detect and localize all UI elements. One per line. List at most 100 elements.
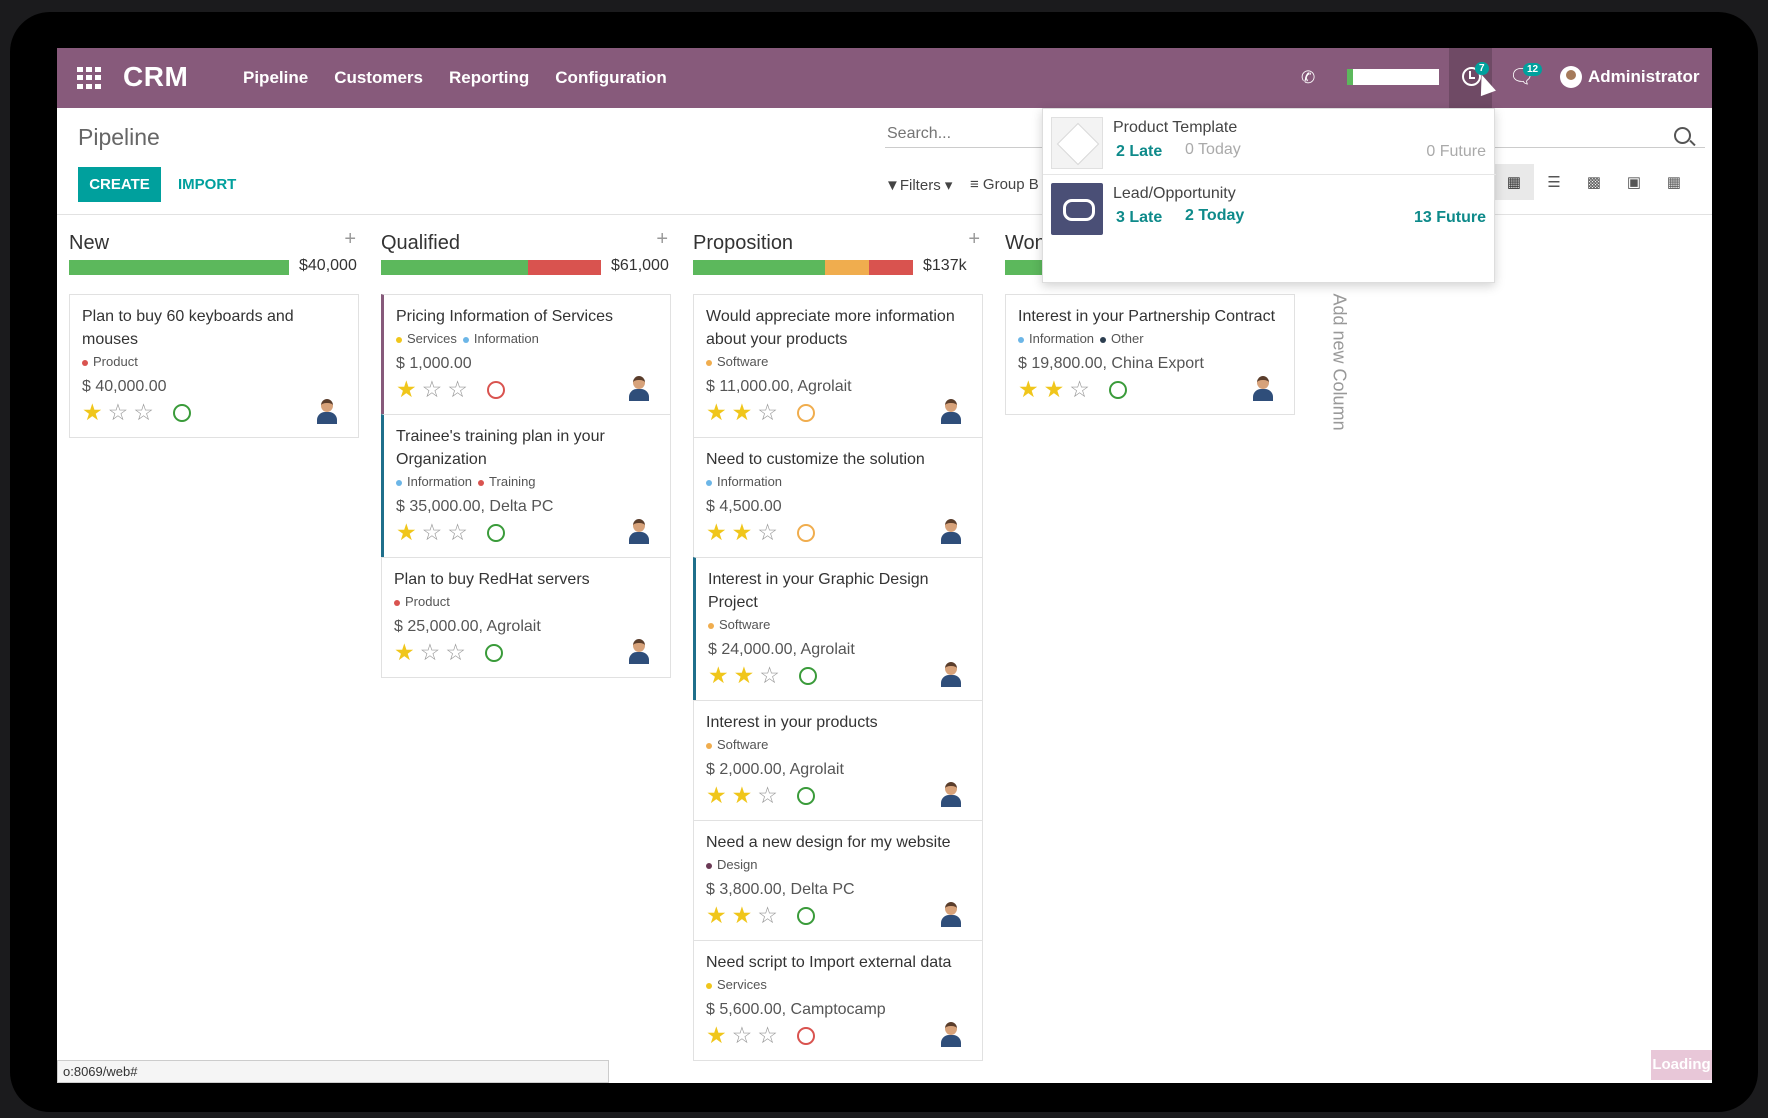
progress-segment[interactable] — [693, 260, 825, 275]
column-progress-bar[interactable] — [381, 260, 601, 275]
priority-star-icon[interactable]: ★ — [706, 519, 732, 545]
activity-clock-icon[interactable] — [797, 1027, 815, 1045]
priority-star-icon[interactable]: ★ — [396, 376, 422, 402]
priority-star-icon[interactable]: ★ — [1043, 376, 1070, 402]
import-button[interactable]: IMPORT — [178, 176, 237, 193]
filters-dropdown[interactable]: ▼Filters ▾ — [885, 177, 953, 194]
salesperson-avatar[interactable] — [316, 399, 338, 425]
activity-clock-icon[interactable] — [1109, 381, 1127, 399]
future-count[interactable]: 13 Future — [1413, 209, 1486, 226]
menu-configuration[interactable]: Configuration — [555, 68, 667, 87]
kanban-card[interactable]: Interest in your Graphic Design Project S… — [693, 557, 983, 700]
search-icon[interactable] — [1674, 127, 1691, 144]
create-button[interactable]: CREATE — [78, 167, 161, 202]
add-card-plus-icon[interactable]: + — [968, 228, 980, 250]
activity-clock-icon[interactable] — [487, 524, 505, 542]
pivot-view-icon[interactable]: ▦ — [1666, 174, 1682, 191]
salesperson-avatar[interactable] — [1252, 376, 1274, 402]
priority-star-icon[interactable]: ★ — [731, 782, 758, 808]
kanban-card[interactable]: Interest in your Partnership Contract Inf… — [1005, 294, 1295, 415]
group-by-dropdown[interactable]: ≡ Group B — [970, 176, 1039, 193]
activity-clock-icon[interactable] — [797, 907, 815, 925]
apps-grid-icon[interactable] — [77, 67, 101, 89]
progress-segment[interactable] — [825, 260, 869, 275]
column-progress-bar[interactable] — [69, 260, 289, 275]
kanban-card[interactable]: Pricing Information of Services Services I… — [381, 294, 671, 414]
kanban-card[interactable]: Trainee's training plan in your Organiza… — [381, 414, 671, 557]
menu-pipeline[interactable]: Pipeline — [243, 68, 309, 87]
priority-star-icon[interactable]: ☆ — [447, 519, 473, 545]
priority-star-icon[interactable]: ★ — [731, 902, 758, 928]
progress-segment[interactable] — [69, 260, 289, 275]
salesperson-avatar[interactable] — [940, 902, 962, 928]
menu-customers[interactable]: Customers — [334, 68, 423, 87]
salesperson-avatar[interactable] — [940, 1022, 962, 1048]
activity-item-lead-opportunity[interactable]: Lead/Opportunity 3 Late 2 Today 13 Futur… — [1043, 174, 1496, 239]
voip-status-bar[interactable] — [1347, 69, 1439, 85]
salesperson-avatar[interactable] — [628, 639, 650, 665]
list-view-icon[interactable]: ☰ — [1547, 174, 1561, 191]
progress-segment[interactable] — [869, 260, 913, 275]
late-count[interactable]: 3 Late — [1116, 209, 1163, 226]
priority-star-icon[interactable]: ★ — [706, 399, 732, 425]
today-count[interactable]: 2 Today — [1185, 207, 1245, 224]
column-progress-bar[interactable] — [693, 260, 913, 275]
kanban-card[interactable]: Need a new design for my website Design $ … — [693, 820, 983, 940]
kanban-card[interactable]: Need to customize the solution Informatio… — [693, 437, 983, 557]
priority-star-icon[interactable]: ☆ — [757, 902, 783, 928]
progress-segment[interactable] — [381, 260, 529, 275]
app-brand[interactable]: CRM — [123, 61, 189, 92]
add-card-plus-icon[interactable]: + — [344, 228, 356, 250]
priority-star-icon[interactable]: ☆ — [757, 399, 783, 425]
priority-star-icon[interactable]: ★ — [708, 662, 734, 688]
priority-star-icon[interactable]: ★ — [731, 399, 758, 425]
kanban-card[interactable]: Would appreciate more information about … — [693, 294, 983, 437]
activity-clock-icon[interactable] — [173, 404, 191, 422]
priority-star-icon[interactable]: ☆ — [731, 1022, 758, 1048]
priority-star-icon[interactable]: ☆ — [445, 639, 471, 665]
calendar-view-icon[interactable]: ▣ — [1626, 174, 1642, 191]
column-title[interactable]: New — [69, 232, 110, 254]
priority-star-icon[interactable]: ★ — [731, 519, 758, 545]
add-card-plus-icon[interactable]: + — [656, 228, 668, 250]
priority-star-icon[interactable]: ★ — [733, 662, 760, 688]
activity-clock-icon[interactable] — [485, 644, 503, 662]
kanban-view-icon[interactable]: ▦ — [1494, 164, 1534, 200]
salesperson-avatar[interactable] — [628, 376, 650, 402]
kanban-card[interactable]: Plan to buy 60 keyboards and mouses Produ… — [69, 294, 359, 438]
priority-star-icon[interactable]: ★ — [706, 1022, 732, 1048]
priority-star-icon[interactable]: ★ — [82, 399, 108, 425]
salesperson-avatar[interactable] — [940, 519, 962, 545]
user-menu[interactable]: Administrator — [1560, 66, 1699, 88]
priority-star-icon[interactable]: ☆ — [759, 662, 785, 688]
priority-star-icon[interactable]: ★ — [396, 519, 422, 545]
activity-clock-icon[interactable] — [797, 524, 815, 542]
menu-reporting[interactable]: Reporting — [449, 68, 530, 87]
salesperson-avatar[interactable] — [940, 782, 962, 808]
salesperson-avatar[interactable] — [940, 399, 962, 425]
column-title[interactable]: Qualified — [381, 232, 460, 254]
priority-star-icon[interactable]: ☆ — [419, 639, 446, 665]
priority-star-icon[interactable]: ☆ — [447, 376, 473, 402]
phone-icon[interactable]: ✆ — [1301, 68, 1316, 87]
priority-star-icon[interactable]: ☆ — [757, 1022, 783, 1048]
salesperson-avatar[interactable] — [628, 519, 650, 545]
salesperson-avatar[interactable] — [940, 662, 962, 688]
activity-menu-button[interactable]: 7 — [1449, 48, 1492, 108]
future-count[interactable]: 0 Future — [1426, 143, 1486, 160]
activity-clock-icon[interactable] — [487, 381, 505, 399]
kanban-card[interactable]: Plan to buy RedHat servers Product $ 25,00… — [381, 557, 671, 678]
priority-star-icon[interactable]: ★ — [706, 782, 732, 808]
activity-clock-icon[interactable] — [799, 667, 817, 685]
activity-clock-icon[interactable] — [797, 787, 815, 805]
column-title[interactable]: Proposition — [693, 232, 794, 254]
priority-star-icon[interactable]: ☆ — [1069, 376, 1095, 402]
priority-star-icon[interactable]: ☆ — [421, 376, 448, 402]
priority-star-icon[interactable]: ★ — [394, 639, 420, 665]
progress-segment[interactable] — [528, 260, 601, 275]
late-count[interactable]: 2 Late — [1116, 143, 1163, 160]
priority-star-icon[interactable]: ☆ — [107, 399, 134, 425]
priority-star-icon[interactable]: ☆ — [757, 782, 783, 808]
graph-view-icon[interactable]: ▩ — [1586, 174, 1602, 191]
activity-clock-icon[interactable] — [797, 404, 815, 422]
